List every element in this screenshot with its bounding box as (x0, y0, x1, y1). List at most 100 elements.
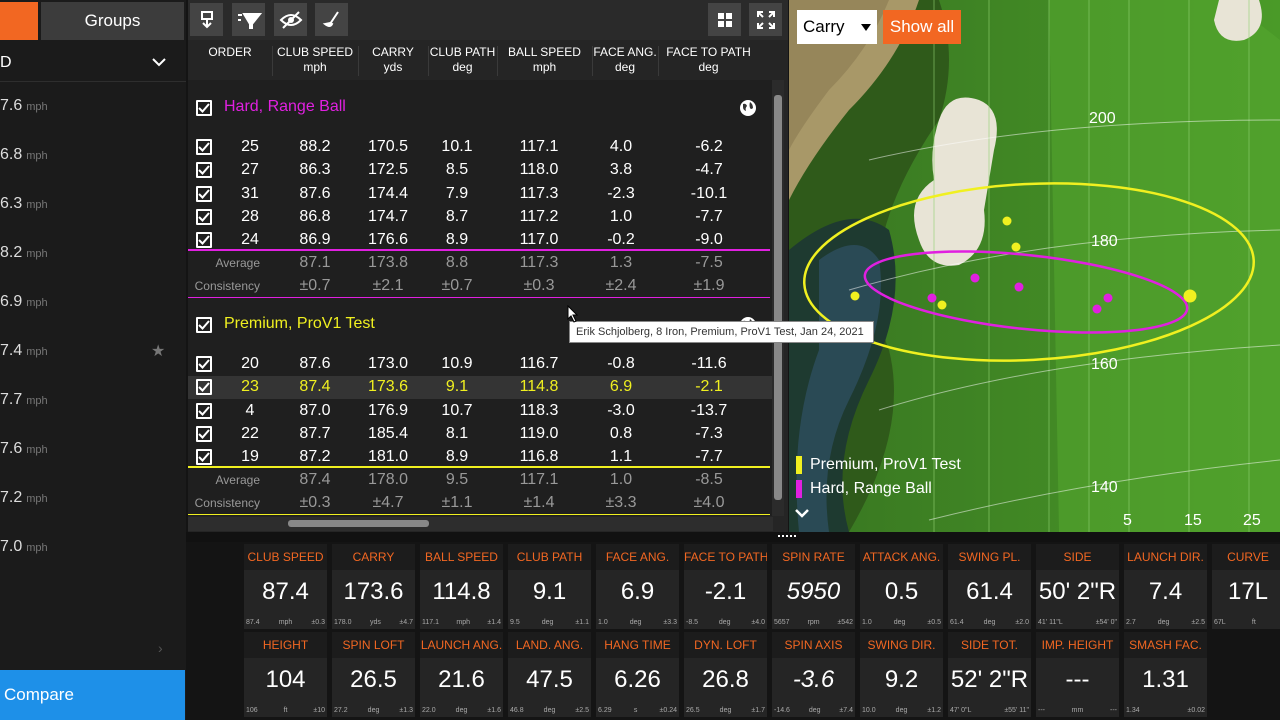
club-icon[interactable] (315, 3, 348, 36)
table-cell: 174.4 (367, 184, 409, 202)
metric-tile[interactable]: FACE TO PATH -2.1 -8.5 deg ±4.0 (684, 544, 767, 629)
hide-icon[interactable] (274, 3, 307, 36)
table-cell: 114.8 (519, 378, 559, 396)
compare-button[interactable]: Compare (0, 670, 185, 720)
metric-tile[interactable]: SWING DIR. 9.2 10.0 deg ±1.2 (860, 632, 943, 717)
groups-tab[interactable]: Groups (41, 2, 184, 40)
metric-label: HEIGHT (244, 632, 327, 658)
metric-tile[interactable]: CARRY 173.6 178.0 yds ±4.7 (332, 544, 415, 629)
column-header[interactable]: ORDER (208, 45, 252, 59)
metric-unit: mm (1071, 707, 1084, 714)
metric-tile[interactable]: DYN. LOFT 26.8 26.5 deg ±1.7 (684, 632, 767, 717)
legend-item-range: Hard, Range Ball (796, 480, 932, 498)
row-checkbox[interactable] (196, 232, 212, 249)
table-cell: 87.7 (299, 424, 331, 442)
table-row[interactable]: 19 87.2 181.0 8.9 116.8 1.1 -7.7 (188, 446, 773, 469)
table-row[interactable]: 31 87.6 174.4 7.9 117.3 -2.3 -10.1 (188, 183, 773, 206)
metric-label: SIDE (1036, 544, 1119, 570)
metric-tile[interactable]: SPIN AXIS -3.6 -14.6 deg ±7.4 (772, 632, 855, 717)
club-tab[interactable] (0, 2, 38, 40)
row-checkbox[interactable] (196, 425, 212, 442)
metric-tile[interactable]: SPIN RATE 5950 5657 rpm ±542 (772, 544, 855, 629)
row-checkbox[interactable] (196, 162, 212, 179)
star-icon[interactable]: ★ (151, 343, 166, 360)
column-header[interactable]: CLUB SPEED mph (276, 45, 354, 74)
column-header[interactable]: CARRY yds (372, 45, 414, 74)
panel-divider[interactable] (186, 532, 1280, 542)
row-checkbox[interactable] (196, 208, 212, 225)
metric-tile[interactable]: SMASH FAC. 1.31 1.34 ±0.02 (1124, 632, 1207, 717)
table-row[interactable]: 4 87.0 176.9 10.7 118.3 -3.0 -13.7 (188, 400, 773, 423)
table-cell: 1.1 (609, 448, 633, 466)
table-row[interactable]: 23 87.4 173.6 9.1 114.8 6.9 -2.1 (188, 376, 773, 400)
group-title: Hard, Range Ball (224, 98, 346, 115)
metric-average: 106 (246, 707, 258, 714)
show-all-button[interactable]: Show all (883, 10, 961, 44)
table-row[interactable]: 27 86.3 172.5 8.5 118.0 3.8 -4.7 (188, 159, 773, 182)
club-selector[interactable]: D (0, 44, 186, 82)
table-row[interactable]: 24 86.9 176.6 8.9 117.0 -0.2 -9.0 (188, 229, 773, 252)
row-checkbox[interactable] (196, 449, 212, 466)
row-checkbox[interactable] (196, 185, 212, 202)
left-panel: Groups D 7.6 mph 6.8 mph 6.3 mph 8.2 mph 6.9 mph 7… (0, 0, 186, 720)
metric-consistency: ±7.4 (839, 707, 853, 714)
metric-consistency: ±1.4 (487, 619, 501, 626)
column-header[interactable]: CLUB PATH deg (429, 45, 496, 74)
sort-down-icon[interactable] (190, 3, 223, 36)
yard-label-140: 140 (1091, 479, 1118, 496)
metric-tile[interactable]: HANG TIME 6.26 6.29 s ±0.24 (596, 632, 679, 717)
metric-tile[interactable]: SWING PL. 61.4 61.4 deg ±2.0 (948, 544, 1031, 629)
table-cell: 28 (241, 207, 259, 225)
row-checkbox[interactable] (196, 379, 212, 396)
metric-tile[interactable]: SIDE 50' 2"R 41' 11"L ±54' 0" (1036, 544, 1119, 629)
vertical-scrollbar[interactable] (774, 95, 782, 500)
column-header[interactable]: FACE TO PATH deg (666, 45, 751, 74)
metric-tile[interactable]: CLUB SPEED 87.4 87.4 mph ±0.3 (244, 544, 327, 629)
metric-tile[interactable]: LAUNCH ANG. 21.6 22.0 deg ±1.6 (420, 632, 503, 717)
table-row[interactable]: 20 87.6 173.0 10.9 116.7 -0.8 -11.6 (188, 353, 773, 376)
fullscreen-icon[interactable] (749, 3, 782, 36)
metric-tile[interactable]: CLUB PATH 9.1 9.5 deg ±1.1 (508, 544, 591, 629)
row-checkbox[interactable] (196, 356, 212, 372)
table-row[interactable]: 28 86.8 174.7 8.7 117.2 1.0 -7.7 (188, 206, 773, 229)
consistency-value: ±1.1 (441, 493, 473, 511)
metric-tile[interactable]: HEIGHT 104 106 ft ±10 (244, 632, 327, 717)
column-header[interactable]: FACE ANG. deg (593, 45, 657, 74)
metric-tile[interactable]: SIDE TOT. 52' 2"R 47' 0"L ±55' 11" (948, 632, 1031, 717)
metric-value: 173.6 (343, 578, 404, 605)
filter-icon[interactable] (232, 3, 265, 36)
metric-tile[interactable]: LAND. ANG. 47.5 46.8 deg ±2.5 (508, 632, 591, 717)
metric-tile[interactable]: IMP. HEIGHT --- --- mm --- (1036, 632, 1119, 717)
average-value: 87.1 (299, 253, 331, 271)
table-cell: -11.6 (691, 355, 727, 372)
column-header[interactable]: BALL SPEED mph (508, 45, 581, 74)
mouse-cursor-icon (567, 305, 579, 323)
horizontal-scrollbar-track[interactable] (188, 517, 773, 531)
group-checkbox[interactable] (196, 317, 212, 333)
group-checkbox[interactable] (196, 100, 212, 116)
metric-unit: deg (455, 707, 468, 714)
metric-unit: ft (1251, 619, 1256, 626)
range-map[interactable]: 200 180 160 140 5 15 25 (789, 0, 1280, 532)
chevron-right-icon[interactable]: › (158, 640, 163, 656)
grid-view-icon[interactable] (708, 3, 741, 36)
metric-average: 10.0 (862, 707, 876, 714)
table-row[interactable]: 25 88.2 170.5 10.1 117.1 4.0 -6.2 (188, 136, 773, 159)
metric-tile[interactable]: CURVE 17L 67L ft (1212, 544, 1280, 629)
row-checkbox[interactable] (196, 402, 212, 419)
average-value: 8.8 (445, 253, 469, 271)
metric-unit: ft (283, 707, 288, 714)
map-metric-select[interactable]: Carry (797, 10, 877, 44)
table-cell: 7.9 (445, 184, 469, 202)
metric-tile[interactable]: FACE ANG. 6.9 1.0 deg ±3.3 (596, 544, 679, 629)
row-checkbox[interactable] (196, 139, 212, 155)
metric-label: HANG TIME (596, 632, 679, 658)
horizontal-scrollbar[interactable] (288, 520, 429, 527)
table-row[interactable]: 22 87.7 185.4 8.1 119.0 0.8 -7.3 (188, 423, 773, 446)
globe-icon[interactable] (739, 99, 757, 117)
metric-tile[interactable]: ATTACK ANG. 0.5 1.0 deg ±0.5 (860, 544, 943, 629)
metric-tile[interactable]: BALL SPEED 114.8 117.1 mph ±1.4 (420, 544, 503, 629)
metric-tile[interactable]: LAUNCH DIR. 7.4 2.7 deg ±2.5 (1124, 544, 1207, 629)
metric-tile[interactable]: SPIN LOFT 26.5 27.2 deg ±1.3 (332, 632, 415, 717)
metric-label: CARRY (332, 544, 415, 570)
